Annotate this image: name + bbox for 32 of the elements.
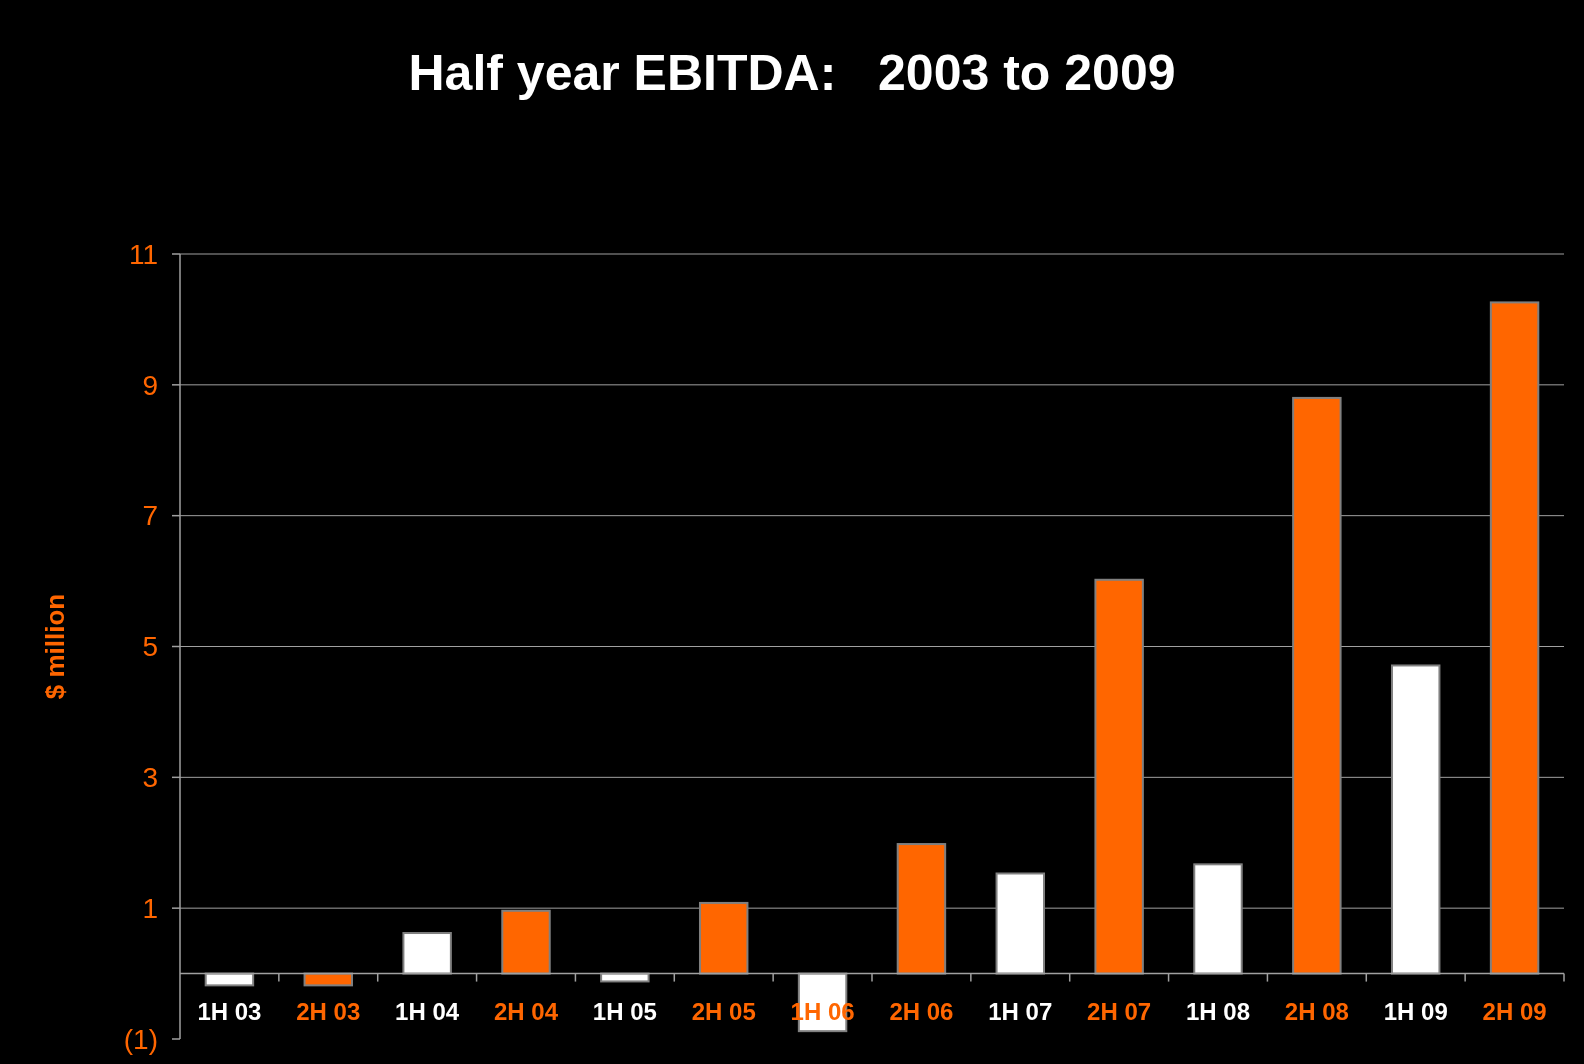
x-tick-label: 1H 07: [988, 997, 1053, 1025]
bar: [1292, 396, 1342, 975]
x-tick-label: 2H 09: [1482, 997, 1547, 1025]
bar: [896, 843, 947, 975]
y-tick-label: 1: [142, 892, 158, 924]
x-tick-label: 1H 04: [395, 997, 460, 1025]
y-tick-label: 5: [142, 631, 158, 663]
y-tick-label: 11: [128, 238, 158, 270]
bar: [1390, 664, 1441, 975]
x-tick-label: 2H 08: [1284, 997, 1349, 1025]
y-tick-label: (1): [123, 1023, 158, 1055]
x-tick-label: 2H 03: [296, 997, 361, 1025]
bar: [1193, 863, 1243, 975]
x-tick-label: 1H 09: [1383, 997, 1448, 1025]
x-tick-label: 2H 05: [691, 997, 756, 1025]
y-tick-label: 7: [142, 500, 158, 532]
x-tick-label: 1H 08: [1185, 997, 1251, 1025]
x-tick-label: 1H 03: [197, 997, 262, 1025]
bar: [501, 909, 551, 975]
x-tick-label: 2H 04: [493, 997, 559, 1025]
y-tick-label: 3: [142, 762, 158, 794]
x-tick-label: 2H 07: [1087, 997, 1152, 1025]
y-axis-title: $ million: [40, 593, 70, 700]
bar: [402, 932, 452, 975]
bar: [995, 872, 1046, 975]
bar: [698, 901, 749, 975]
x-tick-label: 2H 06: [889, 997, 954, 1025]
x-tick-label: 1H 05: [592, 997, 657, 1025]
bar: [1094, 578, 1144, 975]
y-tick-label: 9: [142, 369, 158, 401]
chart-title: Half year EBITDA: 2003 to 2009: [408, 45, 1176, 101]
bar: [1489, 301, 1540, 975]
